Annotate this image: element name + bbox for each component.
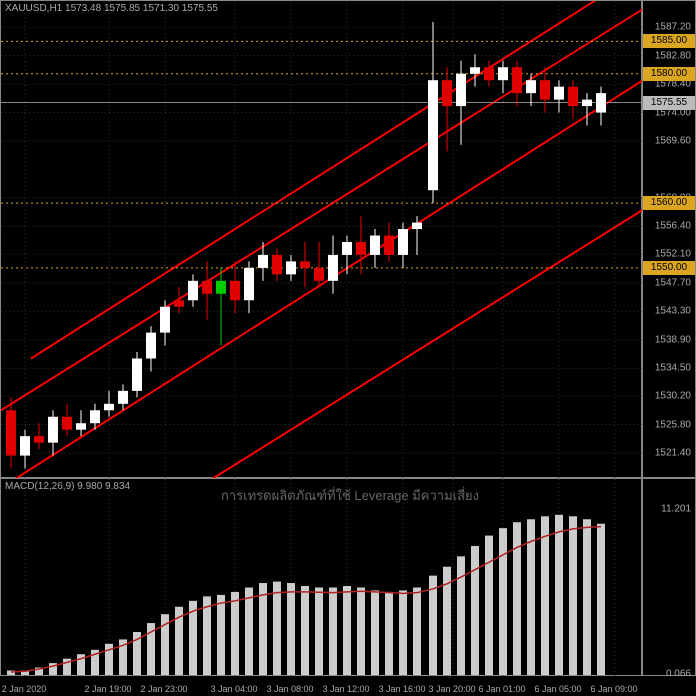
time-label: 3 Jan 08:00 bbox=[266, 684, 313, 694]
price-tick: 1534.50 bbox=[655, 363, 691, 374]
price-level-tag: 1575.55 bbox=[643, 96, 695, 110]
trading-chart: XAUUSD,H1 1573.48 1575.85 1571.30 1575.5… bbox=[0, 0, 696, 696]
macd-tick: 11.201 bbox=[661, 503, 691, 514]
price-tick: 1582.80 bbox=[655, 50, 691, 61]
price-level-tag: 1580.00 bbox=[643, 67, 695, 81]
time-label: 6 Jan 09:00 bbox=[590, 684, 637, 694]
chart-header: XAUUSD,H1 1573.48 1575.85 1571.30 1575.5… bbox=[5, 3, 218, 14]
price-tick: 1543.30 bbox=[655, 306, 691, 317]
time-label: 6 Jan 01:00 bbox=[478, 684, 525, 694]
price-panel[interactable]: XAUUSD,H1 1573.48 1575.85 1571.30 1575.5… bbox=[0, 0, 642, 478]
time-label: 3 Jan 16:00 bbox=[378, 684, 425, 694]
price-tick: 1538.90 bbox=[655, 334, 691, 345]
price-tick: 1530.20 bbox=[655, 391, 691, 402]
macd-panel[interactable]: MACD(12,26,9) 9.980 9.834 การเทรดผลิตภัณ… bbox=[0, 478, 642, 676]
price-tick: 1525.80 bbox=[655, 419, 691, 430]
time-label: 3 Jan 12:00 bbox=[322, 684, 369, 694]
price-axis: 1587.201582.801578.401574.001569.601560.… bbox=[642, 0, 696, 478]
time-axis: 2 Jan 2020 2 Jan 19:00 2 Jan 23:00 3 Jan 04… bbox=[0, 676, 696, 696]
price-tick: 1556.40 bbox=[655, 221, 691, 232]
price-level-tag: 1560.00 bbox=[643, 196, 695, 210]
macd-chart-svg bbox=[1, 479, 643, 677]
time-label: 2 Jan 23:00 bbox=[140, 684, 187, 694]
macd-axis: 11.2010.066 bbox=[642, 478, 696, 676]
price-tick: 1547.70 bbox=[655, 277, 691, 288]
price-level-tag: 1550.00 bbox=[643, 261, 695, 275]
price-chart-svg bbox=[1, 1, 643, 479]
price-level-tag: 1585.00 bbox=[643, 34, 695, 48]
price-tick: 1521.40 bbox=[655, 447, 691, 458]
time-label: 2 Jan 19:00 bbox=[84, 684, 131, 694]
time-label: 3 Jan 04:00 bbox=[210, 684, 257, 694]
ohlc-label: 1573.48 1575.85 1571.30 1575.55 bbox=[65, 3, 218, 14]
price-tick: 1569.60 bbox=[655, 136, 691, 147]
price-tick: 1552.10 bbox=[655, 249, 691, 260]
time-label: 6 Jan 05:00 bbox=[534, 684, 581, 694]
symbol-label: XAUUSD,H1 bbox=[5, 3, 62, 14]
watermark-text: การเทรดผลิตภัณฑ์ที่ใช้ Leverage มีความเส… bbox=[221, 485, 479, 506]
time-label: 3 Jan 20:00 bbox=[428, 684, 475, 694]
price-tick: 1587.20 bbox=[655, 22, 691, 33]
macd-label: MACD(12,26,9) 9.980 9.834 bbox=[5, 481, 130, 492]
time-label: 2 Jan 2020 bbox=[2, 684, 47, 694]
